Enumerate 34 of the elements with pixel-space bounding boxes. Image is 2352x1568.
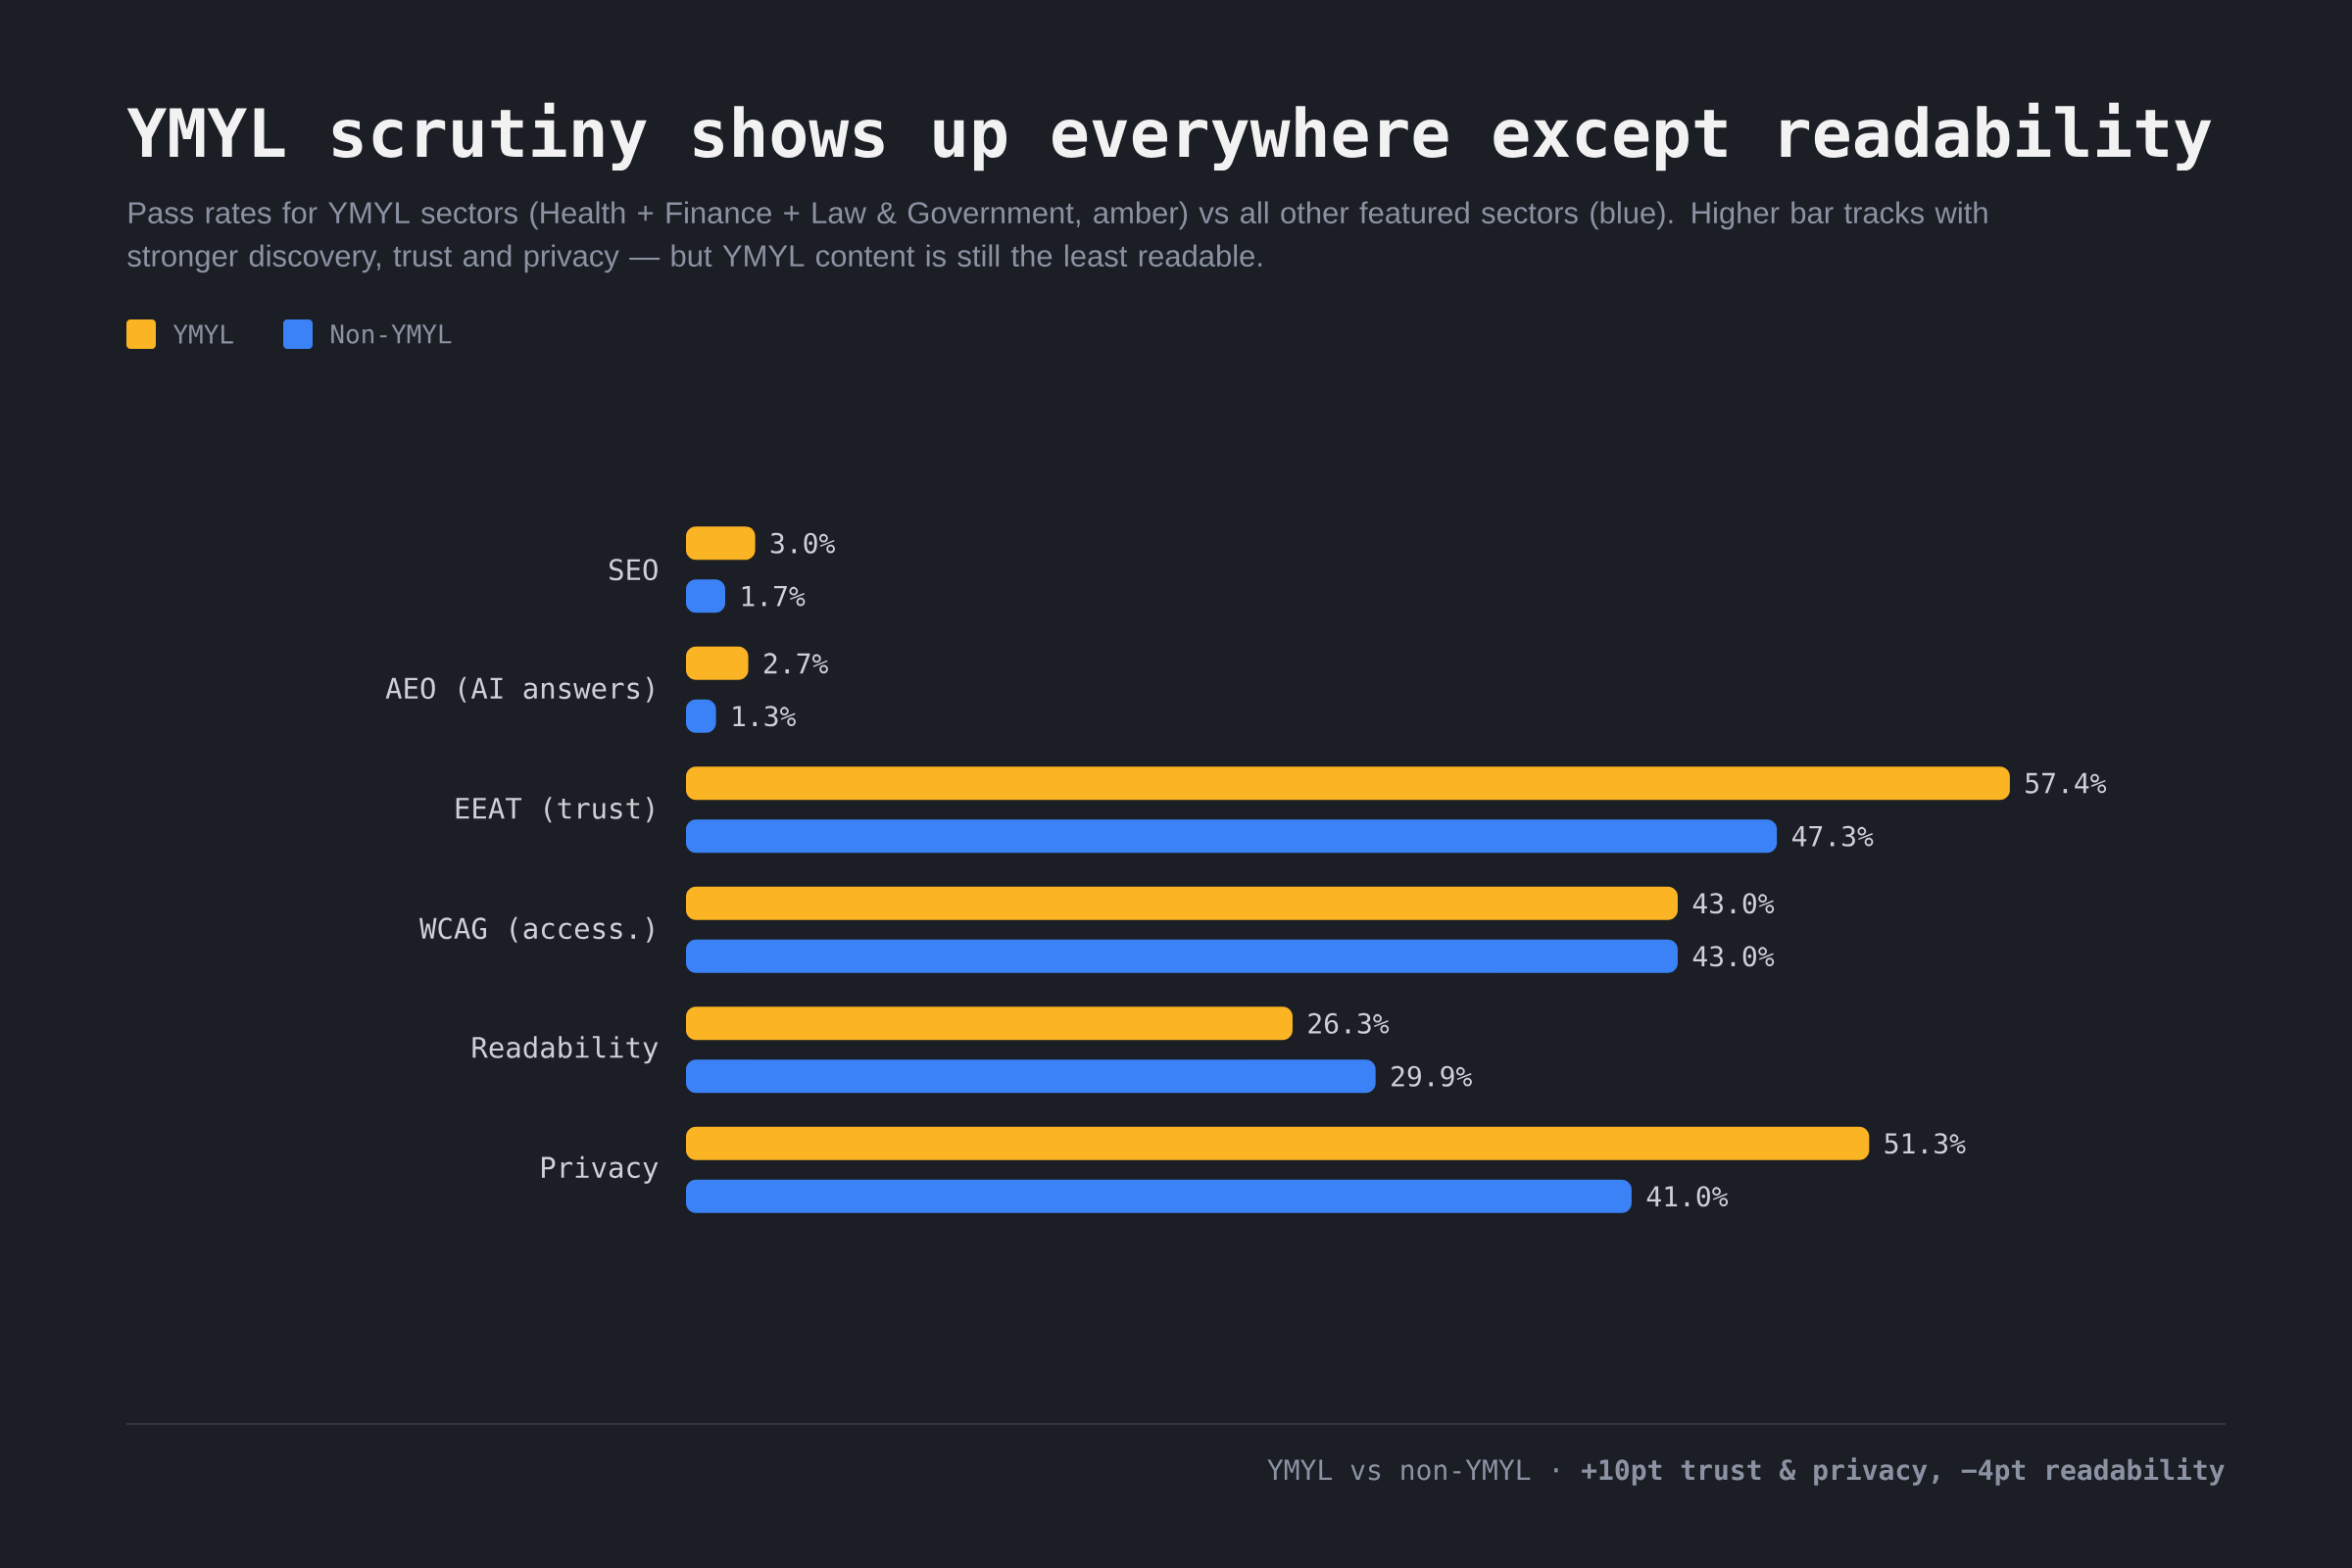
data-label: 3.0% [770, 532, 835, 554]
data-label: 1.3% [733, 706, 796, 727]
data-label: 2.7% [764, 653, 828, 674]
bar [686, 579, 726, 613]
bar [686, 1179, 1632, 1213]
bar [686, 819, 1778, 854]
data-label: 29.9% [1392, 1065, 1472, 1087]
bar [686, 1126, 1870, 1160]
y-tick-label: AEO (AI answers) [385, 676, 654, 703]
data-label: 51.3% [1885, 1133, 1966, 1154]
bar [686, 1059, 1376, 1094]
data-label: 47.3% [1791, 825, 1874, 847]
data-label: 43.0% [1692, 946, 1775, 967]
bar [686, 886, 1678, 920]
data-label: 1.7% [742, 586, 806, 607]
bar [686, 1006, 1293, 1041]
y-tick-label: EEAT (trust) [456, 797, 654, 823]
y-tick-label: SEO [610, 559, 658, 581]
y-tick-label: Privacy [542, 1155, 659, 1184]
bar [686, 646, 749, 680]
chart-title: YMYL scrutiny shows up everywhere except readability [126, 102, 2212, 172]
data-label: 26.3% [1308, 1012, 1390, 1034]
bar [686, 526, 756, 561]
y-tick-label: Readability [472, 1036, 659, 1064]
y-tick-label: WCAG (access.) [419, 916, 654, 943]
data-label: 43.0% [1692, 893, 1775, 914]
legend-label: YMYL [172, 324, 233, 344]
text: YMYL vs non-YMYL · +10pt trust & privacy, −4pt readability [1267, 1457, 2225, 1486]
chart-subtitle: Pass rates for YMYL sectors (Health + Finance + Law & Government, amber) vs all other featured sectors (blue). Higher bar tracks with stronger discovery, trust and privacy — but YMYL content is still the least readable. [127, 201, 1987, 273]
data-label: 57.4% [2026, 772, 2107, 794]
bar [686, 939, 1678, 973]
data-label: 41.0% [1646, 1186, 1729, 1207]
legend-label: Non-YMYL [331, 324, 452, 344]
bar [686, 766, 2010, 801]
